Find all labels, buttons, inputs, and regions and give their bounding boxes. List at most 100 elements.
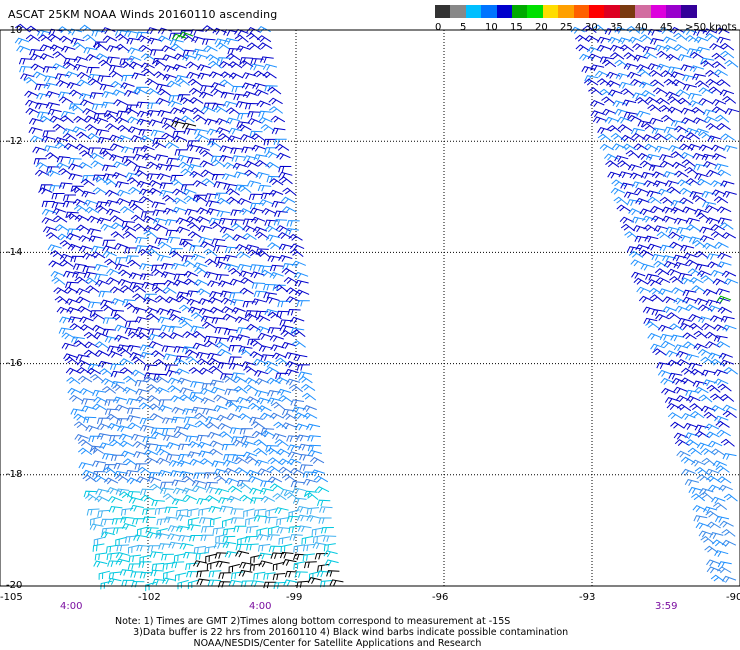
wind-barb [703, 116, 719, 124]
wind-barb [146, 476, 162, 484]
wind-barb [222, 459, 238, 467]
wind-barb [720, 133, 735, 141]
wind-barb [110, 80, 125, 88]
wind-barb [705, 69, 720, 78]
wind-barb [695, 522, 710, 530]
wind-barb [287, 444, 302, 452]
wind-barb [130, 571, 144, 578]
wind-barb [186, 156, 201, 164]
wind-barb [157, 469, 173, 477]
wind-barb [304, 492, 319, 500]
wind-barb [246, 323, 261, 331]
wind-barb [186, 570, 200, 578]
wind-barb [174, 149, 188, 156]
wind-barb [160, 271, 176, 279]
wind-barb [713, 69, 728, 77]
wind-barb [82, 265, 96, 273]
wind-barb [258, 110, 272, 118]
wind-barb [668, 231, 683, 239]
wind-barb [161, 345, 176, 353]
wind-barb [696, 212, 711, 221]
wind-barb [631, 271, 646, 279]
wind-barb [62, 194, 76, 201]
wind-barb [116, 418, 130, 425]
wind-barb [159, 481, 173, 489]
wind-barb [217, 422, 232, 430]
wind-barb [701, 369, 716, 377]
wind-barb [172, 130, 186, 138]
wind-barb [694, 128, 709, 136]
wind-barb [623, 111, 638, 119]
wind-barb [707, 135, 722, 143]
wind-barb [206, 208, 221, 215]
wind-barb [254, 231, 269, 239]
wind-barb [94, 495, 109, 503]
lon-label: -102 [138, 592, 161, 603]
lon-label: -93 [579, 592, 596, 603]
wind-barb [291, 340, 306, 348]
wind-barb [692, 380, 707, 388]
wind-barb [237, 413, 253, 421]
wind-barb [288, 525, 301, 534]
wind-barb [196, 207, 211, 215]
wind-barb [167, 533, 182, 541]
wind-barb [662, 296, 678, 304]
wind-barb [707, 305, 722, 313]
wind-barb [249, 339, 264, 348]
wind-barb [208, 448, 223, 456]
wind-barb [177, 453, 192, 461]
legend-label: >50 knots [685, 22, 737, 33]
wind-barb [155, 83, 170, 91]
wind-barb [81, 190, 96, 198]
wind-barb [205, 486, 220, 494]
wind-barb [723, 145, 738, 153]
wind-barb [716, 295, 732, 303]
wind-barb [636, 286, 651, 294]
wind-barb [38, 187, 53, 195]
wind-barb [51, 193, 65, 200]
wind-barb [152, 217, 168, 225]
wind-barb [167, 377, 182, 385]
wind-barb [583, 78, 599, 86]
wind-barb [106, 413, 121, 421]
wind-barb [108, 571, 122, 580]
wind-barb [132, 293, 147, 302]
wind-barb [611, 179, 626, 187]
wind-barb [324, 559, 339, 567]
wind-barb [624, 231, 639, 239]
wind-barb [263, 572, 276, 580]
wind-barb [211, 460, 226, 468]
wind-barb [129, 281, 144, 289]
wind-barb [706, 559, 721, 567]
wind-barb [665, 91, 680, 99]
wind-barb [683, 422, 698, 430]
wind-barb [307, 444, 321, 452]
footnote-line-2: 3)Data buffer is 22 hrs from 20160110 4)… [133, 627, 569, 638]
wind-barb [201, 321, 217, 329]
wind-barb [176, 525, 191, 533]
wind-barb [186, 144, 201, 152]
wind-barb [249, 202, 264, 210]
wind-barb [209, 221, 224, 230]
wind-barb [139, 344, 154, 352]
wind-barb [214, 326, 229, 334]
wind-barb [715, 288, 730, 296]
wind-barb [706, 475, 721, 483]
wind-barb [207, 140, 222, 149]
wind-barb [650, 215, 666, 223]
wind-barb [70, 255, 84, 263]
wind-barb [682, 296, 697, 304]
wind-barb [212, 527, 225, 535]
wind-barb [98, 570, 111, 580]
wind-barb [657, 188, 672, 196]
wind-barb [682, 74, 697, 82]
wind-barb [173, 553, 186, 562]
wind-barb [81, 405, 96, 413]
wind-barb [269, 412, 284, 420]
wind-barb [110, 231, 125, 239]
wind-barb [709, 43, 724, 51]
wind-barb [186, 71, 201, 79]
wind-barb [698, 97, 713, 106]
wind-barb [673, 386, 688, 394]
wind-barb [139, 135, 155, 143]
